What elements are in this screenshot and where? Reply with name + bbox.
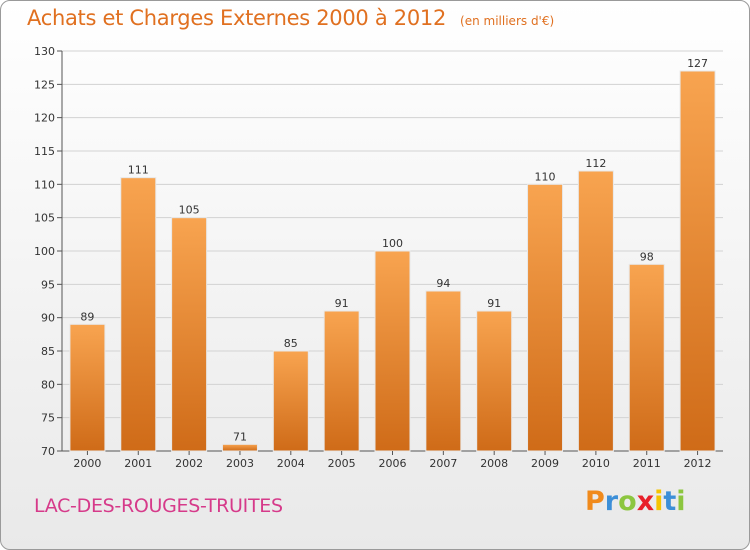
x-tick-label: 2008 xyxy=(480,457,508,470)
bar xyxy=(120,177,157,452)
y-tick-label: 115 xyxy=(34,145,55,158)
y-tick-label: 90 xyxy=(41,312,55,325)
x-tick-label: 2006 xyxy=(379,457,407,470)
data-label: 94 xyxy=(436,277,450,290)
y-tick-label: 120 xyxy=(34,112,55,125)
x-tick-label: 2009 xyxy=(531,457,559,470)
logo-letter: r xyxy=(604,486,619,517)
data-label: 89 xyxy=(80,310,94,323)
place-name: LAC-DES-ROUGES-TRUITES xyxy=(34,495,283,517)
bar xyxy=(374,250,411,452)
data-label: 112 xyxy=(585,157,606,170)
bar xyxy=(577,170,614,452)
bar xyxy=(679,70,716,452)
bar xyxy=(221,443,258,452)
x-tick-label: 2012 xyxy=(684,457,712,470)
y-tick-label: 80 xyxy=(41,378,55,391)
bar xyxy=(272,350,309,452)
data-label: 91 xyxy=(335,297,349,310)
logo-letter: x xyxy=(636,486,655,517)
proxiti-logo: Proxiti xyxy=(585,486,686,517)
chart-title: Achats et Charges Externes 2000 à 2012 xyxy=(27,6,447,30)
logo-letter: P xyxy=(585,486,605,517)
bar xyxy=(628,263,665,452)
data-label: 127 xyxy=(687,57,708,70)
data-label: 111 xyxy=(128,164,149,177)
data-label: 91 xyxy=(487,297,501,310)
x-tick-label: 2007 xyxy=(429,457,457,470)
y-tick-label: 125 xyxy=(34,78,55,91)
x-tick-label: 2003 xyxy=(226,457,254,470)
logo-letter: o xyxy=(618,486,637,517)
logo-letter: i xyxy=(654,486,664,517)
x-tick-label: 2002 xyxy=(175,457,203,470)
bar xyxy=(476,310,513,452)
y-tick-label: 95 xyxy=(41,278,55,291)
chart-unit: (en milliers d'€) xyxy=(460,14,555,28)
bar xyxy=(425,290,462,452)
logo-letter: t xyxy=(663,486,677,517)
x-tick-label: 2011 xyxy=(633,457,661,470)
y-tick-label: 110 xyxy=(34,178,55,191)
data-label: 100 xyxy=(382,237,403,250)
bar xyxy=(323,310,360,452)
x-tick-label: 2005 xyxy=(328,457,356,470)
data-label: 110 xyxy=(535,170,556,183)
bar xyxy=(171,217,208,452)
logo-letter: i xyxy=(676,486,686,517)
data-label: 98 xyxy=(640,250,654,263)
chart-title-block: Achats et Charges Externes 2000 à 2012 (e… xyxy=(27,6,554,30)
x-tick-label: 2000 xyxy=(73,457,101,470)
data-label: 85 xyxy=(284,337,298,350)
y-tick-label: 130 xyxy=(34,45,55,58)
y-tick-label: 105 xyxy=(34,212,55,225)
x-tick-label: 2004 xyxy=(277,457,305,470)
y-tick-label: 75 xyxy=(41,412,55,425)
data-label: 105 xyxy=(179,204,200,217)
bar xyxy=(69,323,106,452)
y-tick-label: 85 xyxy=(41,345,55,358)
data-label: 71 xyxy=(233,430,247,443)
bar xyxy=(527,183,564,452)
x-tick-label: 2010 xyxy=(582,457,610,470)
y-tick-label: 100 xyxy=(34,245,55,258)
x-tick-label: 2001 xyxy=(124,457,152,470)
y-tick-label: 70 xyxy=(41,445,55,458)
